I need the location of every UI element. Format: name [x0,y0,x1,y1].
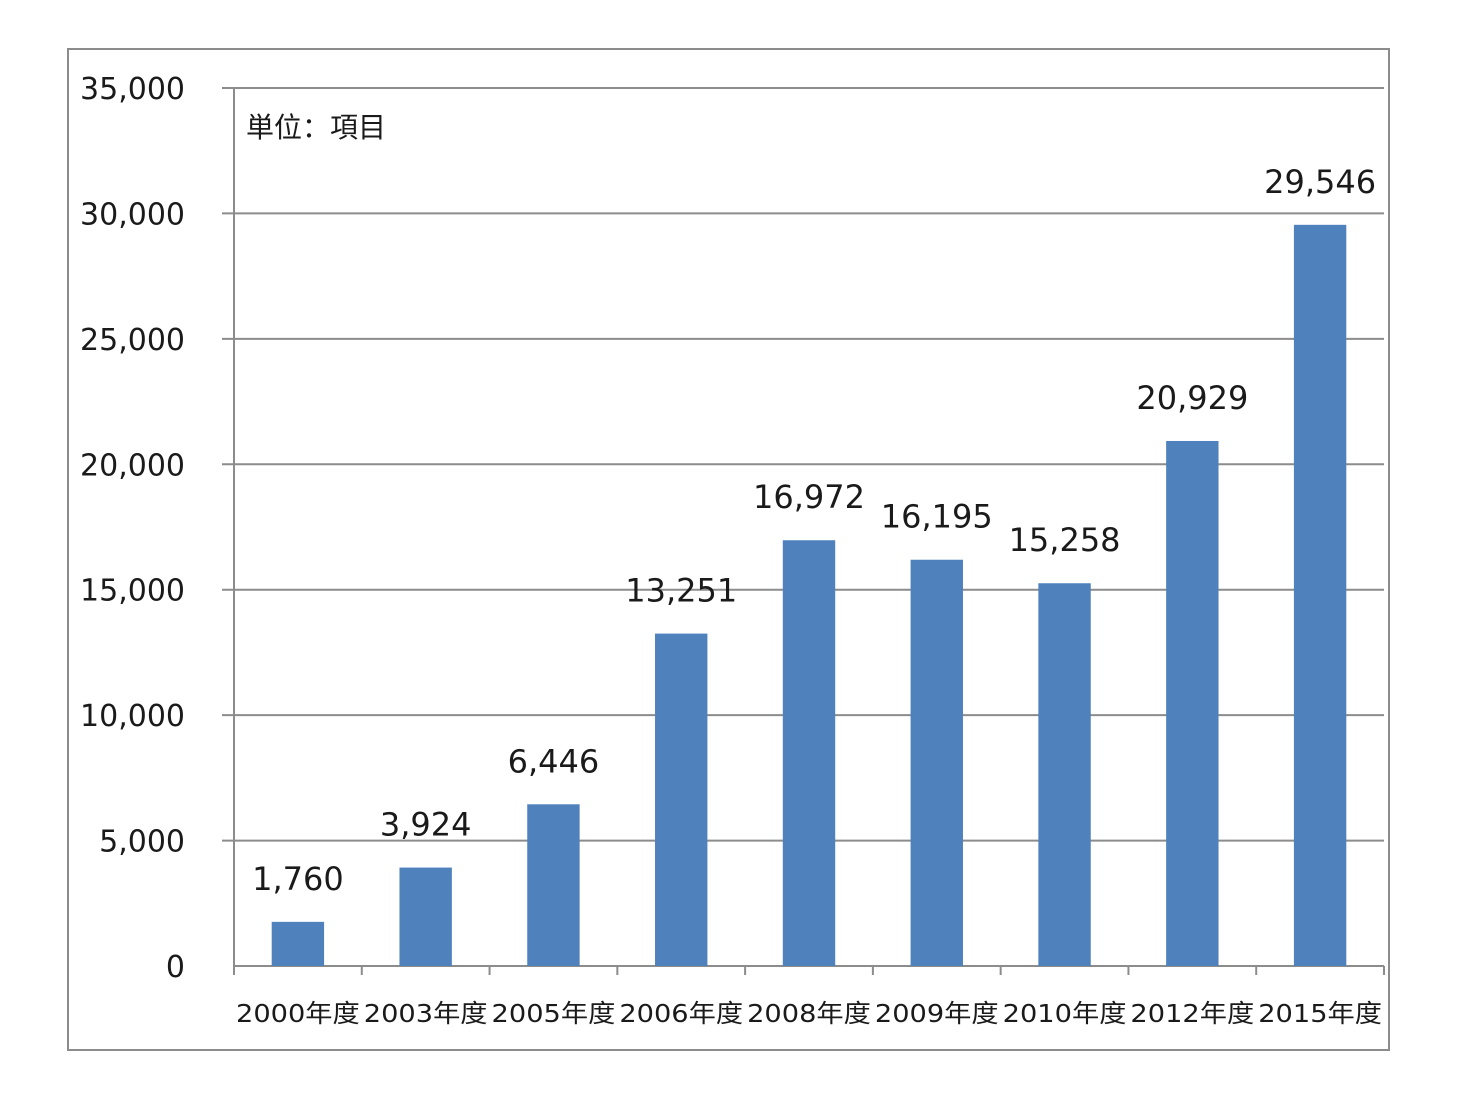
category-label: 2012年度 [1130,999,1254,1028]
data-label: 6,446 [508,742,600,780]
category-label: 2005年度 [492,999,616,1028]
y-tick-label: 25,000 [80,323,185,358]
data-label: 3,924 [380,806,472,844]
y-tick-label: 5,000 [99,825,185,860]
data-label: 13,251 [625,572,737,610]
data-label: 29,546 [1264,163,1376,201]
category-label: 2000年度 [236,999,360,1028]
category-label: 2008年度 [747,999,871,1028]
bar [1166,440,1219,966]
bar [1038,583,1091,966]
bar [399,867,452,966]
y-tick-label: 10,000 [80,699,185,734]
y-tick-label: 15,000 [80,574,185,609]
category-label: 2010年度 [1003,999,1127,1028]
bar [271,921,325,966]
data-label: 15,258 [1009,521,1121,559]
bars [271,224,1347,966]
bar [655,633,708,966]
data-label: 16,195 [881,498,993,536]
category-label: 2009年度 [875,999,999,1028]
bar [782,540,836,966]
labels: 0 5,000 10,000 15,000 20,000 25,000 30,000 35,0… [80,72,1382,1028]
data-label: 20,929 [1136,379,1248,417]
bar [910,559,963,966]
category-label: 2003年度 [364,999,488,1028]
unit-note: 単位：項目 [246,111,386,144]
data-label: 1,760 [252,860,344,898]
data-label: 16,972 [753,478,865,516]
y-tick-label: 30,000 [80,197,185,232]
category-label: 2006年度 [619,999,743,1028]
y-tick-label: 20,000 [80,448,185,483]
bar [527,804,580,966]
y-tick-label: 35,000 [80,72,185,107]
category-label: 2015年度 [1258,999,1382,1028]
bar [1293,224,1347,966]
y-tick-label: 0 [166,950,185,985]
